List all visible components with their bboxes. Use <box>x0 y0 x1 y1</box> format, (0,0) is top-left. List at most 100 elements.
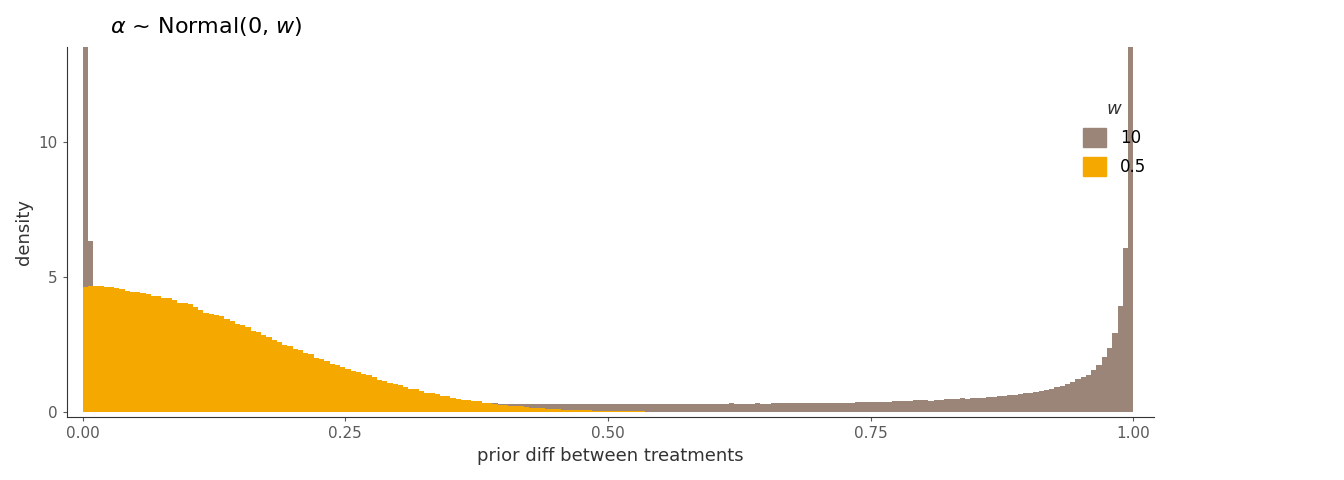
Bar <box>587 410 593 412</box>
Bar <box>660 404 665 412</box>
Bar <box>387 402 392 412</box>
Bar <box>566 410 571 412</box>
Bar <box>356 372 362 412</box>
Bar <box>419 391 425 412</box>
Bar <box>172 300 177 412</box>
Bar <box>739 404 745 412</box>
Bar <box>329 364 335 412</box>
Bar <box>340 367 345 412</box>
Bar <box>943 399 949 412</box>
Bar <box>387 383 392 412</box>
Bar <box>109 288 114 412</box>
Bar <box>208 314 214 412</box>
Bar <box>214 315 219 412</box>
Bar <box>624 404 629 412</box>
Bar <box>761 404 766 412</box>
Bar <box>698 404 703 412</box>
Bar <box>745 404 750 412</box>
Bar <box>188 304 194 412</box>
Bar <box>487 403 492 412</box>
Bar <box>293 400 298 412</box>
Bar <box>1086 375 1091 412</box>
Bar <box>907 401 913 412</box>
Bar <box>566 404 571 412</box>
Bar <box>692 404 698 412</box>
Bar <box>708 404 714 412</box>
Bar <box>313 401 319 412</box>
Bar <box>718 404 723 412</box>
Bar <box>266 337 271 412</box>
Bar <box>723 404 728 412</box>
Bar <box>913 400 918 412</box>
Bar <box>345 369 351 412</box>
Bar <box>309 354 313 412</box>
Bar <box>866 402 871 412</box>
Bar <box>1017 394 1023 412</box>
Bar <box>902 401 907 412</box>
Bar <box>277 400 282 412</box>
Bar <box>1001 396 1007 412</box>
Bar <box>382 402 387 412</box>
Bar <box>403 386 409 412</box>
Bar <box>130 291 136 412</box>
Bar <box>109 356 114 412</box>
Bar <box>219 316 224 412</box>
Bar <box>650 404 656 412</box>
Bar <box>255 332 261 412</box>
Bar <box>251 331 255 412</box>
Bar <box>340 401 345 412</box>
Bar <box>345 402 351 412</box>
Bar <box>833 403 839 412</box>
Bar <box>271 399 277 412</box>
Bar <box>813 403 818 412</box>
Bar <box>640 404 645 412</box>
Bar <box>530 408 535 412</box>
Bar <box>120 289 125 412</box>
Bar <box>1044 390 1050 412</box>
Bar <box>981 397 986 412</box>
Bar <box>550 409 555 412</box>
Bar <box>251 398 255 412</box>
Bar <box>535 404 540 412</box>
Bar <box>230 321 235 412</box>
Bar <box>194 394 198 412</box>
Bar <box>439 396 445 412</box>
Bar <box>261 398 266 412</box>
Bar <box>271 340 277 412</box>
Bar <box>313 358 319 412</box>
Bar <box>1075 379 1081 412</box>
Bar <box>461 400 466 412</box>
Bar <box>755 403 761 412</box>
Bar <box>540 408 544 412</box>
Bar <box>1107 348 1113 412</box>
Bar <box>371 377 376 412</box>
Bar <box>555 404 560 412</box>
Bar <box>466 404 472 412</box>
Bar <box>665 404 671 412</box>
Bar <box>367 402 371 412</box>
Bar <box>513 406 519 412</box>
Bar <box>1113 333 1117 412</box>
Bar <box>771 404 775 412</box>
Bar <box>461 404 466 412</box>
Bar <box>1081 377 1086 412</box>
Bar <box>1034 392 1039 412</box>
Bar <box>844 403 849 412</box>
Bar <box>1070 382 1075 412</box>
X-axis label: prior diff between treatments: prior diff between treatments <box>477 447 743 465</box>
Bar <box>282 399 288 412</box>
Bar <box>598 404 602 412</box>
Bar <box>208 394 214 412</box>
Bar <box>607 411 613 412</box>
Bar <box>513 404 519 412</box>
Bar <box>172 390 177 412</box>
Bar <box>298 349 304 412</box>
Bar <box>335 401 340 412</box>
Bar <box>482 403 487 412</box>
Bar <box>161 388 167 412</box>
Bar <box>419 403 425 412</box>
Bar <box>555 409 560 412</box>
Bar <box>560 404 566 412</box>
Bar <box>450 398 456 412</box>
Bar <box>140 293 145 412</box>
